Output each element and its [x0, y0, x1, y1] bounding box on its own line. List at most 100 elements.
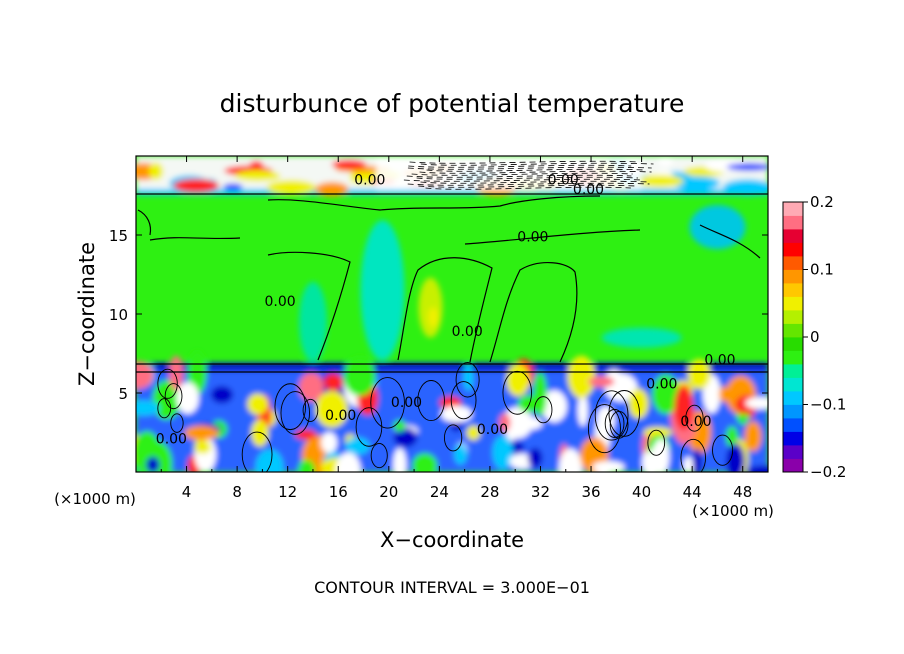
colorbar-tick-label: 0.2: [810, 193, 834, 211]
colorbar-segment: [783, 283, 803, 297]
lower-blob: [440, 405, 472, 423]
colorbar-ticks: 0.2 0.1 0 −0.1 −0.2: [803, 193, 846, 481]
colorbar-tick-label: 0: [810, 328, 820, 346]
contour-loop: [164, 383, 183, 410]
contour-label: 0.00: [646, 376, 677, 392]
contour-loop: [170, 413, 184, 433]
lower-blob: [298, 459, 316, 472]
contour-dashed: [409, 160, 640, 164]
upper-blob: [249, 160, 264, 170]
contour-loop: [443, 424, 463, 452]
colorbar-segment: [783, 323, 803, 338]
colorbar-segment: [783, 404, 803, 419]
x-tick-label: 40: [632, 483, 651, 501]
lower-blob: [588, 376, 615, 388]
x-tick-label: 36: [581, 483, 600, 501]
lower-blob: [194, 440, 211, 454]
warm-anomaly: [418, 277, 443, 338]
contour-dashed: [407, 182, 650, 186]
lower-blob: [558, 448, 583, 472]
contour-lines: [136, 160, 768, 472]
cool-anomaly: [298, 281, 327, 362]
lower-blob: [492, 435, 514, 470]
contour-dashed: [403, 178, 642, 182]
contour-label: 0.00: [680, 414, 711, 430]
contour-loop: [370, 377, 405, 429]
contour-dashed: [411, 172, 633, 176]
contour-dashed: [425, 186, 631, 190]
contour-dashed: [407, 166, 652, 170]
lower-blob: [315, 390, 349, 428]
lower-blob: [335, 452, 361, 472]
upper-blob: [315, 182, 349, 197]
contour-loop: [534, 396, 553, 424]
warm-core: [428, 307, 439, 328]
colorbar-segment: [783, 377, 803, 392]
contour-label: 0.00: [452, 324, 483, 340]
lower-blob: [454, 443, 468, 465]
upper-blob: [722, 179, 768, 196]
contour-dashed: [419, 170, 652, 174]
contour-dashed: [416, 176, 639, 180]
x-tick-label: 8: [232, 483, 242, 501]
x-tick-label: 44: [683, 483, 702, 501]
lower-blob: [184, 425, 219, 441]
lower-blob: [745, 397, 768, 410]
colorbar-segment: [783, 391, 803, 405]
contour-loop: [274, 383, 306, 431]
x-tick-label: 16: [329, 483, 348, 501]
lower-blob: [187, 350, 207, 395]
upper-interface: [136, 189, 768, 195]
lower-blob: [393, 427, 418, 448]
lower-blob: [692, 448, 703, 472]
contour-label: 0.00: [704, 353, 735, 369]
contour-label: 0.00: [517, 229, 548, 245]
x-tick-label: 24: [430, 483, 449, 501]
lower-blob: [343, 356, 376, 396]
colorbar-segment: [783, 350, 803, 365]
contour-loop: [450, 381, 477, 420]
colorbar-segment: [783, 310, 803, 324]
contour-label: 0.00: [391, 395, 422, 411]
contour-line: [489, 262, 578, 363]
chart-title: disturbunce of potential temperature: [220, 89, 685, 118]
lower-blob: [251, 419, 269, 447]
x-axis-ticks: 4 8 12 16 20 24 28 32 36 40 44 48: [160, 156, 752, 501]
contour-label: 0.00: [548, 172, 579, 188]
lower-blob: [726, 443, 745, 472]
colorbar-segment: [783, 242, 803, 257]
cool-anomaly: [360, 220, 405, 361]
contour-dashed: [426, 168, 645, 172]
lower-blob: [320, 432, 338, 454]
lower-blob: [674, 385, 694, 431]
lower-blob: [152, 380, 181, 420]
y-axis-label: Z−coordinate: [75, 242, 99, 386]
contour-loop: [685, 404, 704, 432]
upper-blob: [223, 183, 243, 191]
lower-blob: [744, 421, 762, 452]
contour-line: [137, 209, 152, 236]
contour-label: 0.00: [156, 432, 187, 448]
upper-blob: [148, 162, 164, 181]
lower-blob: [718, 386, 730, 403]
upper-blob: [636, 174, 684, 188]
lower-blob: [324, 373, 343, 391]
contour-label: 0.00: [477, 422, 508, 438]
contour-labels: 0.00 0.00 0.00 0.00 0.00 0.00 0.00 0.00 0.00 0.00…: [156, 172, 736, 447]
cool-anomaly: [689, 205, 746, 250]
contour-line: [397, 257, 493, 363]
x-tick-label: 4: [182, 483, 192, 501]
contour-dashed: [408, 164, 632, 168]
colorbar: [782, 201, 804, 473]
x-unit-label-right: (×1000 m): [692, 502, 774, 520]
colorbar-segment: [783, 229, 803, 243]
contour-loop: [680, 438, 706, 472]
lower-blob: [499, 413, 511, 432]
lower-blob: [247, 393, 268, 415]
contour-label: 0.00: [265, 294, 296, 310]
lower-blob: [592, 461, 625, 472]
lower-blob: [577, 394, 588, 427]
contour-loop: [712, 434, 734, 466]
lower-blob: [146, 456, 160, 472]
contour-loop: [587, 404, 621, 454]
